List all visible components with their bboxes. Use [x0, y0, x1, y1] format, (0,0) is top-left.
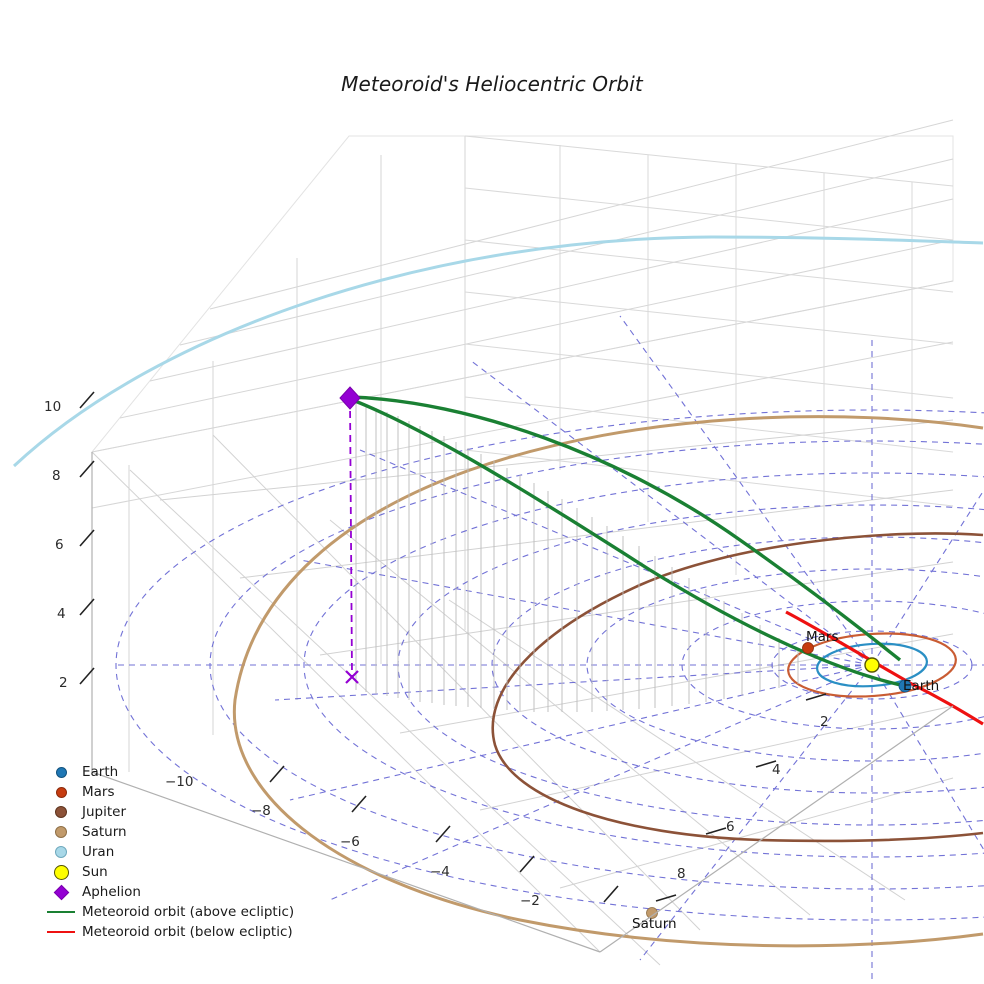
meteoroid-orbit-below-ecliptic [785, 610, 911, 685]
y-tick-2: 2 [820, 714, 829, 730]
aphelion-icon [44, 884, 78, 900]
z-tick-2: 2 [59, 675, 68, 691]
x-tick-neg4: −4 [430, 864, 450, 880]
legend-item-saturn[interactable]: Saturn [44, 822, 304, 842]
uranus-icon [44, 846, 78, 858]
mars-marker [802, 642, 814, 654]
aphelion-marker [339, 386, 361, 410]
y-tick-4: 4 [772, 762, 781, 778]
page-title: Meteoroid's Heliocentric Orbit [341, 72, 643, 96]
y-tick-8: 8 [677, 866, 686, 882]
orbit-stem-lines [355, 400, 799, 712]
legend-item-orbit-above[interactable]: Meteoroid orbit (above ecliptic) [44, 902, 304, 922]
y-tick-6: 6 [726, 819, 735, 835]
saturn-marker [646, 907, 658, 919]
z-tick-6: 6 [55, 537, 64, 553]
x-tick-neg6: −6 [340, 834, 360, 850]
x-tick-neg10: −10 [165, 774, 194, 790]
jupiter-orbit [491, 532, 984, 843]
axis-lines [91, 452, 954, 953]
legend: Earth Mars Jupiter Saturn Uran [44, 762, 304, 942]
legend-label-mars: Mars [82, 784, 115, 800]
legend-item-sun[interactable]: Sun [44, 862, 304, 882]
z-axis-ticks [79, 391, 95, 685]
y-axis-ticks [655, 693, 827, 902]
legend-item-uranus[interactable]: Uran [44, 842, 304, 862]
earth-marker [898, 679, 912, 693]
saturn-label: Saturn [632, 916, 677, 932]
aphelion-drop-line [349, 398, 353, 677]
saturn-icon [44, 826, 78, 838]
mars-label: Mars [806, 629, 839, 645]
uranus-orbit [12, 235, 984, 468]
sun-marker [864, 657, 880, 673]
meteoroid-orbit-below-ecliptic-2 [909, 681, 984, 726]
meteoroid-orbit-above-ecliptic-lower [349, 397, 906, 688]
legend-label-earth: Earth [82, 764, 119, 780]
saturn-orbit [232, 415, 984, 948]
legend-label-orbit-above: Meteoroid orbit (above ecliptic) [82, 904, 295, 920]
sun-icon [44, 864, 78, 880]
red-line-icon [44, 931, 78, 933]
legend-label-saturn: Saturn [82, 824, 127, 840]
legend-item-jupiter[interactable]: Jupiter [44, 802, 304, 822]
legend-item-orbit-below[interactable]: Meteoroid orbit (below ecliptic) [44, 922, 304, 942]
legend-label-aphelion: Aphelion [82, 884, 141, 900]
green-line-icon [44, 911, 78, 913]
aphelion-projection-marker [345, 670, 359, 684]
earth-orbit [816, 642, 928, 688]
meteoroid-orbit-above-ecliptic-upper [349, 395, 902, 662]
z-tick-4: 4 [57, 606, 66, 622]
x-axis-ticks [269, 765, 619, 903]
legend-label-uranus: Uran [82, 844, 115, 860]
legend-item-earth[interactable]: Earth [44, 762, 304, 782]
earth-icon [44, 766, 78, 778]
jupiter-icon [44, 806, 78, 818]
z-tick-10: 10 [44, 399, 62, 415]
x-tick-neg2: −2 [520, 893, 540, 909]
mars-icon [44, 786, 78, 798]
x-tick-neg8: −8 [251, 803, 271, 819]
z-tick-8: 8 [52, 468, 61, 484]
earth-label: Earth [903, 678, 940, 694]
legend-label-sun: Sun [82, 864, 108, 880]
legend-item-mars[interactable]: Mars [44, 782, 304, 802]
legend-label-orbit-below: Meteoroid orbit (below ecliptic) [82, 924, 293, 940]
legend-item-aphelion[interactable]: Aphelion [44, 882, 304, 902]
legend-label-jupiter: Jupiter [82, 804, 127, 820]
